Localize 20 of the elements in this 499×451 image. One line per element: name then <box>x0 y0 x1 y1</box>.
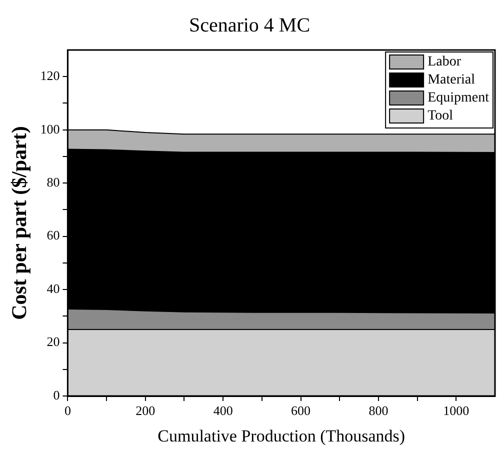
legend-label: Equipment <box>428 90 490 106</box>
y-tick-label: 40 <box>46 280 60 296</box>
chart-title: Scenario 4 MC <box>188 14 310 36</box>
y-axis-title: Cost per part ($/part) <box>7 126 32 320</box>
y-tick-label: 100 <box>40 121 60 136</box>
y-tick-label: 60 <box>46 228 60 243</box>
x-tick-label: 200 <box>136 403 156 418</box>
x-axis-title: Cumulative Production (Thousands) <box>158 426 406 446</box>
legend-label: Material <box>428 72 476 88</box>
legend-label: Tool <box>428 108 454 124</box>
y-tick-label: 0 <box>53 387 60 402</box>
x-tick-label: 0 <box>64 403 71 418</box>
y-tick-label: 20 <box>46 334 60 350</box>
x-tick-label: 800 <box>368 403 388 418</box>
y-tick-label: 80 <box>46 174 60 190</box>
x-tick-label: 600 <box>291 403 311 418</box>
x-tick-label: 400 <box>213 403 233 418</box>
x-tick-label: 1000 <box>443 403 470 418</box>
legend-label: Labor <box>428 54 462 70</box>
y-tick-label: 120 <box>40 68 60 84</box>
